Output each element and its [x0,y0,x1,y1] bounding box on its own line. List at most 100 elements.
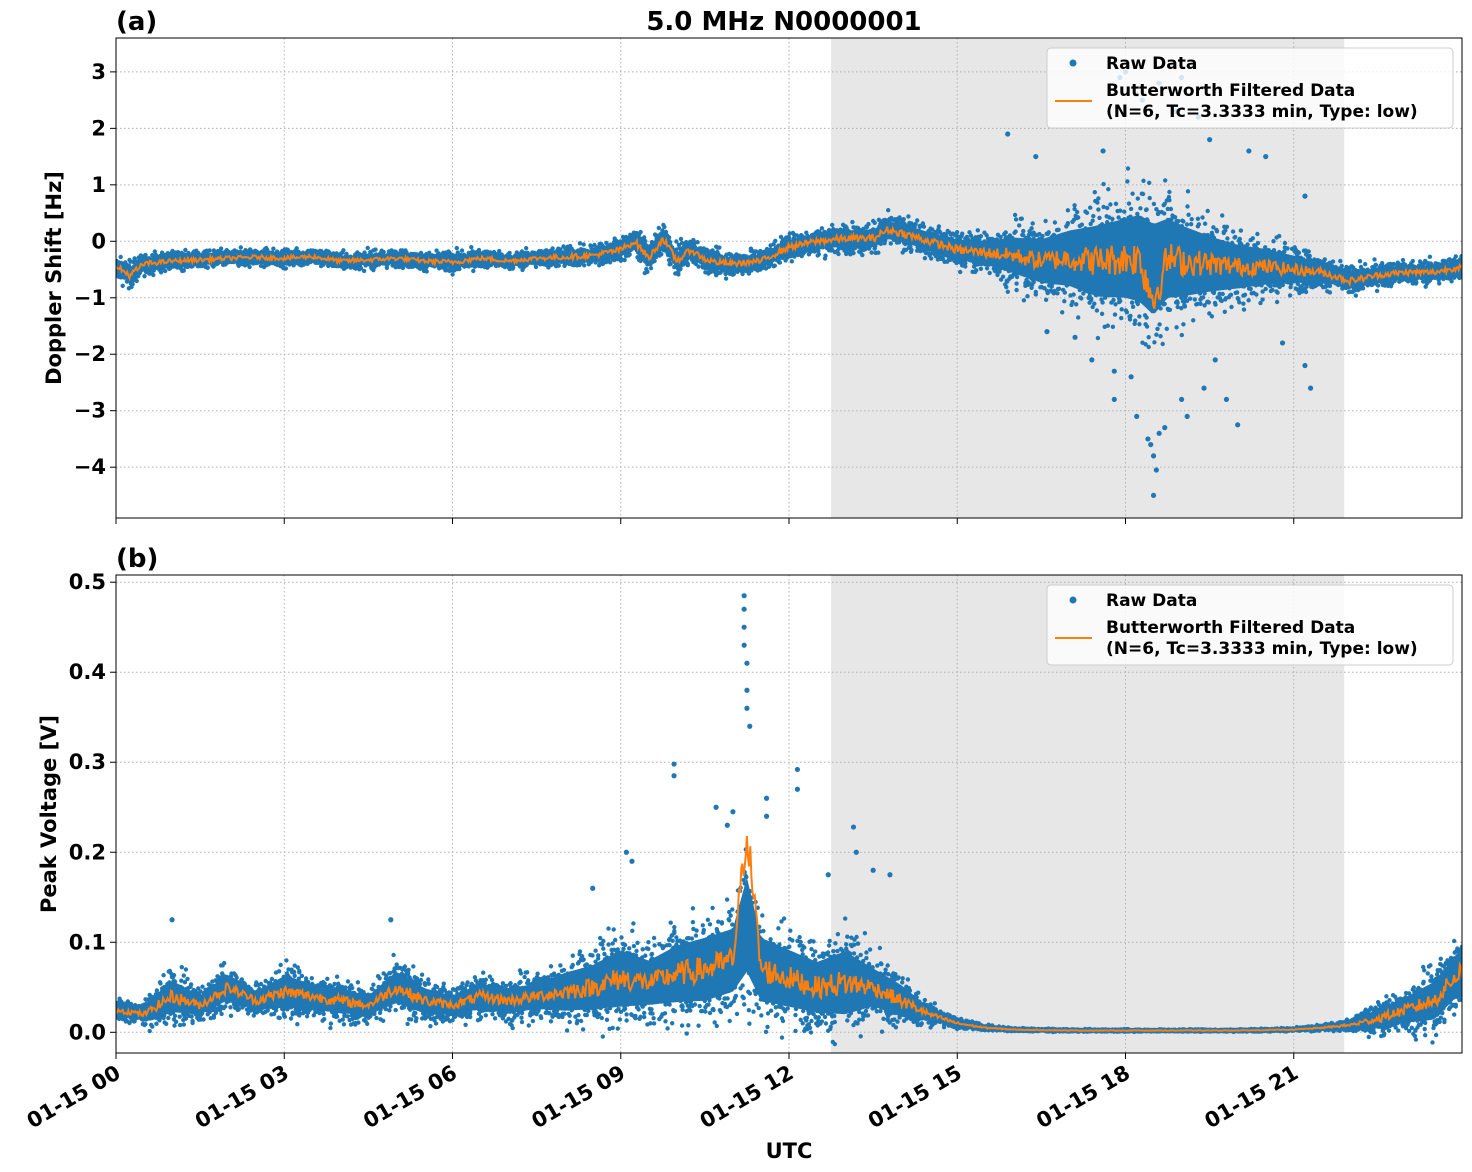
doppler-raw-outlier [1162,425,1167,430]
voltage-raw-outlier [742,643,747,648]
voltage-raw-outlier [744,688,749,693]
voltage-raw-outlier [742,625,747,630]
panel-a-label: (a) [116,7,157,37]
voltage-xtick-label: 01-15 18 [1032,1061,1134,1134]
doppler-yticks: 3 2 1 0 −1 −2 −3 −4 [74,60,116,479]
doppler-ytick-label: 1 [91,173,106,197]
doppler-raw-outlier [1134,414,1139,419]
voltage-raw-outlier [744,661,749,666]
doppler-legend-raw-marker [1070,60,1077,67]
doppler-raw-outlier [1246,148,1251,153]
voltage-xtick-label: 01-15 06 [359,1061,461,1134]
doppler-legend-filtered-params: (N=6, Tc=3.3333 min, Type: low) [1106,102,1418,122]
voltage-raw-outlier [747,724,752,729]
voltage-raw-outlier [671,773,676,778]
doppler-raw-outlier [1112,369,1117,374]
voltage-raw-outlier [764,814,769,819]
voltage-legend-filtered-params: (N=6, Tc=3.3333 min, Type: low) [1106,639,1418,659]
voltage-ytick-label: 0.1 [69,930,106,954]
voltage-raw-outlier [826,872,831,877]
doppler-raw-outlier [1154,467,1159,472]
doppler-raw-outlier [1005,131,1010,136]
doppler-raw-outlier [1033,154,1038,159]
voltage-raw-outlier [388,917,393,922]
x-axis-label: UTC [766,1139,813,1163]
voltage-raw-outlier [590,886,595,891]
voltage-yticks: 0.0 0.1 0.2 0.3 0.4 0.5 [69,570,116,1044]
voltage-panel: 0.00.10.20.30.40.5 01-15 00 01-15 03 01-15… [23,544,1465,1163]
doppler-ytick-label: −1 [74,286,106,310]
voltage-raw-outlier [851,824,856,829]
voltage-ytick-label: 0.3 [69,750,106,774]
voltage-legend-filtered-label: Butterworth Filtered Data [1106,618,1355,638]
doppler-xticks [116,518,1294,524]
voltage-raw-outlier [795,787,800,792]
voltage-raw-outlier [742,593,747,598]
voltage-raw-outlier [764,796,769,801]
doppler-raw-outlier [1157,431,1162,436]
voltage-legend-raw-label: Raw Data [1106,591,1197,611]
voltage-raw-outlier [169,917,174,922]
doppler-ylabel: Doppler Shift [Hz] [42,171,66,385]
voltage-ytick-label: 0.2 [69,840,106,864]
voltage-xtick-label: 01-15 12 [696,1061,798,1134]
voltage-xtick-label: 01-15 03 [191,1061,293,1134]
doppler-raw-outlier [1145,436,1150,441]
voltage-ytick-label: 0.4 [69,660,106,684]
doppler-raw-outlier [1235,422,1240,427]
doppler-ytick-label: 2 [91,116,106,140]
doppler-ytick-label: 3 [91,60,106,84]
panel-b-label: (b) [116,544,158,574]
doppler-raw-outlier [1302,194,1307,199]
chart-title: 5.0 MHz N0000001 [646,7,921,37]
voltage-raw-outlier [730,809,735,814]
voltage-raw-outlier [671,761,676,766]
voltage-raw-outlier [725,823,730,828]
voltage-xticks: 01-15 00 01-15 03 01-15 06 01-15 09 01-15 12… [23,1053,1303,1133]
doppler-raw-outlier [1263,154,1268,159]
doppler-raw-outlier [1100,148,1105,153]
voltage-legend: Raw Data Butterworth Filtered Data (N=6,… [1047,585,1453,665]
voltage-raw-outlier [795,767,800,772]
doppler-raw-outlier [1151,453,1156,458]
voltage-xtick-label: 01-15 00 [23,1061,125,1134]
voltage-raw-outlier [854,850,859,855]
doppler-ytick-label: −4 [74,455,106,479]
voltage-raw-outlier [629,859,634,864]
doppler-legend-raw-label: Raw Data [1106,54,1197,74]
doppler-raw-outlier [1179,397,1184,402]
doppler-raw-outlier [1151,493,1156,498]
doppler-raw-outlier [1185,414,1190,419]
doppler-raw-outlier [1072,335,1077,340]
voltage-ytick-label: 0.0 [69,1020,106,1044]
doppler-legend: Raw Data Butterworth Filtered Data (N=6,… [1047,48,1453,128]
doppler-raw-outlier [1302,363,1307,368]
doppler-raw-outlier [1201,386,1206,391]
voltage-xtick-label: 01-15 15 [864,1061,966,1134]
doppler-raw-outlier [1089,357,1094,362]
doppler-panel: 3 2 1 0 −1 −2 −3 −4 (a) 5.0 MHz N0000001 Dopple… [42,7,1464,524]
doppler-ytick-label: 0 [91,229,106,253]
voltage-xtick-label: 01-15 09 [527,1061,629,1134]
voltage-raw-outlier [887,872,892,877]
doppler-raw-outlier [1112,397,1117,402]
doppler-raw-outlier [1207,137,1212,142]
doppler-raw-outlier [1044,329,1049,334]
doppler-legend-filtered-label: Butterworth Filtered Data [1106,81,1355,101]
doppler-raw-outlier [1308,386,1313,391]
voltage-raw-outlier [744,706,749,711]
voltage-ytick-label: 0.5 [69,570,106,594]
voltage-raw-outlier [713,805,718,810]
doppler-ytick-label: −2 [74,342,106,366]
voltage-raw-outlier [742,607,747,612]
doppler-ytick-label: −3 [74,399,106,423]
doppler-raw-outlier [1280,340,1285,345]
doppler-raw-outlier [1148,442,1153,447]
voltage-ylabel: Peak Voltage [V] [37,715,61,913]
doppler-raw-outlier [1213,357,1218,362]
voltage-raw-outlier [624,850,629,855]
doppler-raw-outlier [1224,397,1229,402]
voltage-raw-outlier [871,868,876,873]
doppler-raw-outlier [1129,374,1134,379]
